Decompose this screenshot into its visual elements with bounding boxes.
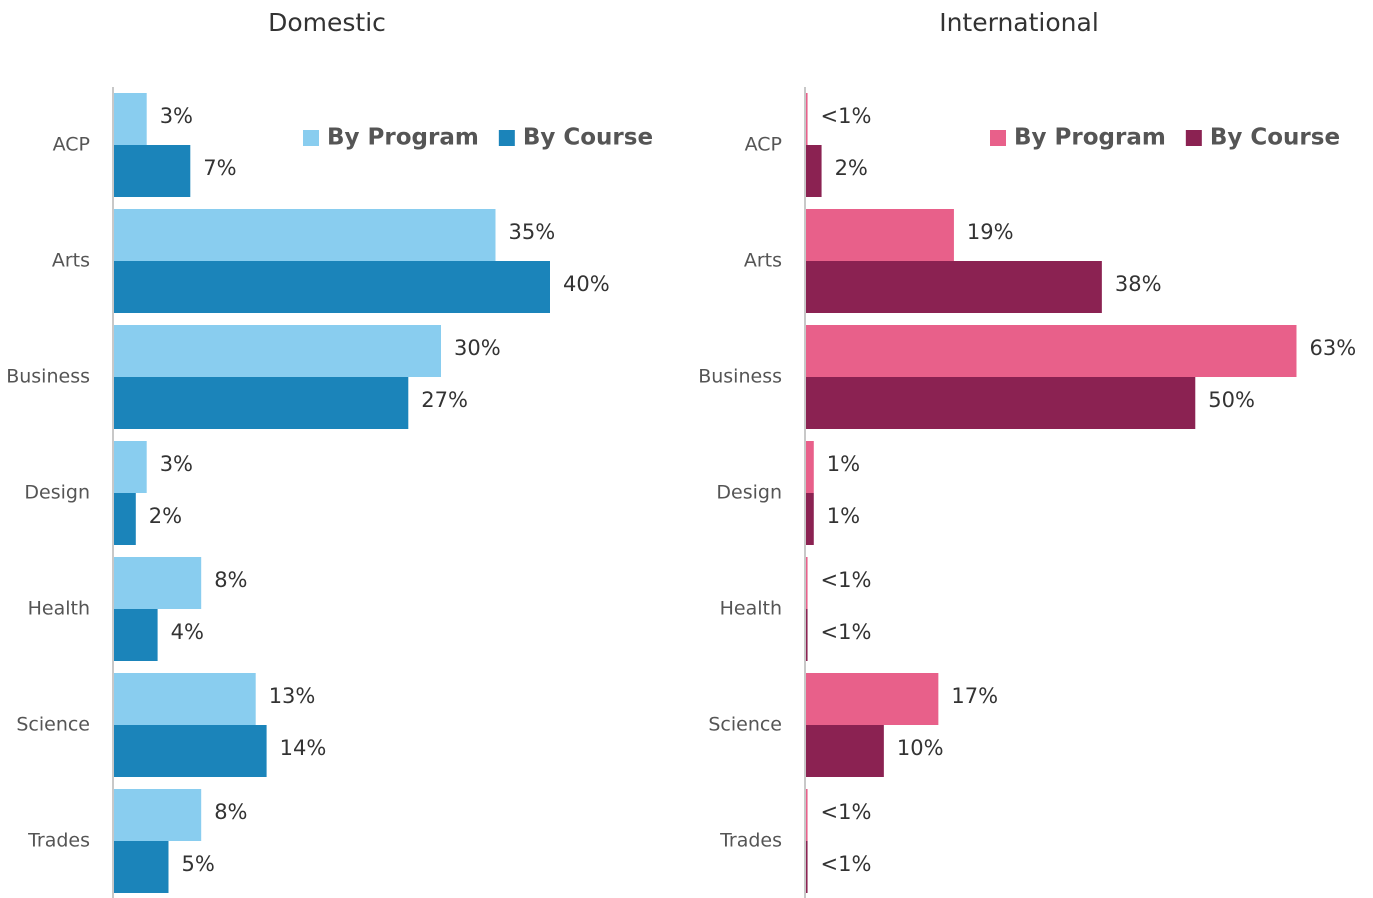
bar: [114, 789, 202, 841]
legend-label: By Course: [1210, 125, 1340, 151]
category-label: Health: [720, 598, 782, 620]
value-label: 63%: [1310, 336, 1357, 360]
category-label: Arts: [744, 250, 782, 272]
value-label: <1%: [821, 568, 872, 592]
bar: [806, 325, 1297, 377]
value-label: <1%: [821, 800, 872, 824]
value-label: 13%: [269, 684, 316, 708]
value-label: 1%: [827, 452, 860, 476]
value-label: 2%: [149, 504, 182, 528]
value-label: 38%: [1115, 272, 1162, 296]
legend-swatch: [303, 130, 319, 146]
value-label: 7%: [203, 156, 236, 180]
bar: [806, 261, 1102, 313]
bar: [806, 441, 814, 493]
legend-swatch: [498, 130, 515, 146]
value-label: 30%: [454, 336, 501, 360]
legend-label: By Course: [523, 125, 653, 151]
bar: [806, 557, 808, 609]
category-label: ACP: [53, 134, 90, 156]
value-label: <1%: [821, 852, 872, 876]
value-label: 14%: [280, 736, 327, 760]
bar: [114, 441, 147, 493]
category-label: Science: [16, 714, 90, 736]
bar: [114, 493, 136, 545]
legend-swatch: [990, 130, 1006, 146]
bar: [806, 145, 822, 197]
category-label: Arts: [52, 250, 90, 272]
category-label: Trades: [719, 830, 782, 852]
bar: [114, 609, 158, 661]
bar: [806, 377, 1196, 429]
bar: [114, 673, 256, 725]
legend-label: By Program: [327, 125, 479, 151]
value-label: 2%: [835, 156, 868, 180]
value-label: 1%: [827, 504, 860, 528]
value-label: 8%: [214, 800, 247, 824]
bar: [114, 325, 441, 377]
value-label: 3%: [160, 452, 193, 476]
category-label: Design: [24, 482, 90, 504]
bar: [806, 493, 814, 545]
value-label: 8%: [214, 568, 247, 592]
bar: [806, 609, 808, 661]
chart-title: Domestic: [268, 8, 386, 37]
value-label: 35%: [509, 220, 556, 244]
bar: [114, 261, 550, 313]
value-label: 10%: [897, 736, 944, 760]
bar: [114, 93, 147, 145]
value-label: 17%: [951, 684, 998, 708]
value-label: <1%: [821, 620, 872, 644]
bar: [114, 841, 169, 893]
bar: [114, 557, 202, 609]
value-label: 3%: [160, 104, 193, 128]
legend-label: By Program: [1014, 125, 1166, 151]
category-label: Health: [28, 598, 90, 620]
category-label: Science: [708, 714, 782, 736]
bar: [114, 725, 267, 777]
value-label: 19%: [967, 220, 1014, 244]
category-label: Business: [6, 366, 90, 388]
bar: [114, 209, 496, 261]
category-label: Trades: [27, 830, 90, 852]
category-label: Business: [698, 366, 782, 388]
value-label: <1%: [821, 104, 872, 128]
value-label: 27%: [421, 388, 468, 412]
legend-swatch: [1185, 130, 1202, 146]
value-label: 40%: [563, 272, 610, 296]
value-label: 4%: [171, 620, 204, 644]
value-label: 5%: [182, 852, 215, 876]
category-label: ACP: [745, 134, 782, 156]
bar: [806, 725, 884, 777]
bar: [806, 93, 808, 145]
chart-title: International: [939, 8, 1099, 37]
bar: [114, 377, 409, 429]
value-label: 50%: [1208, 388, 1255, 412]
category-label: Design: [716, 482, 782, 504]
bar: [806, 209, 954, 261]
bar: [806, 789, 808, 841]
bar: [114, 145, 191, 197]
bar: [806, 673, 939, 725]
bar: [806, 841, 808, 893]
